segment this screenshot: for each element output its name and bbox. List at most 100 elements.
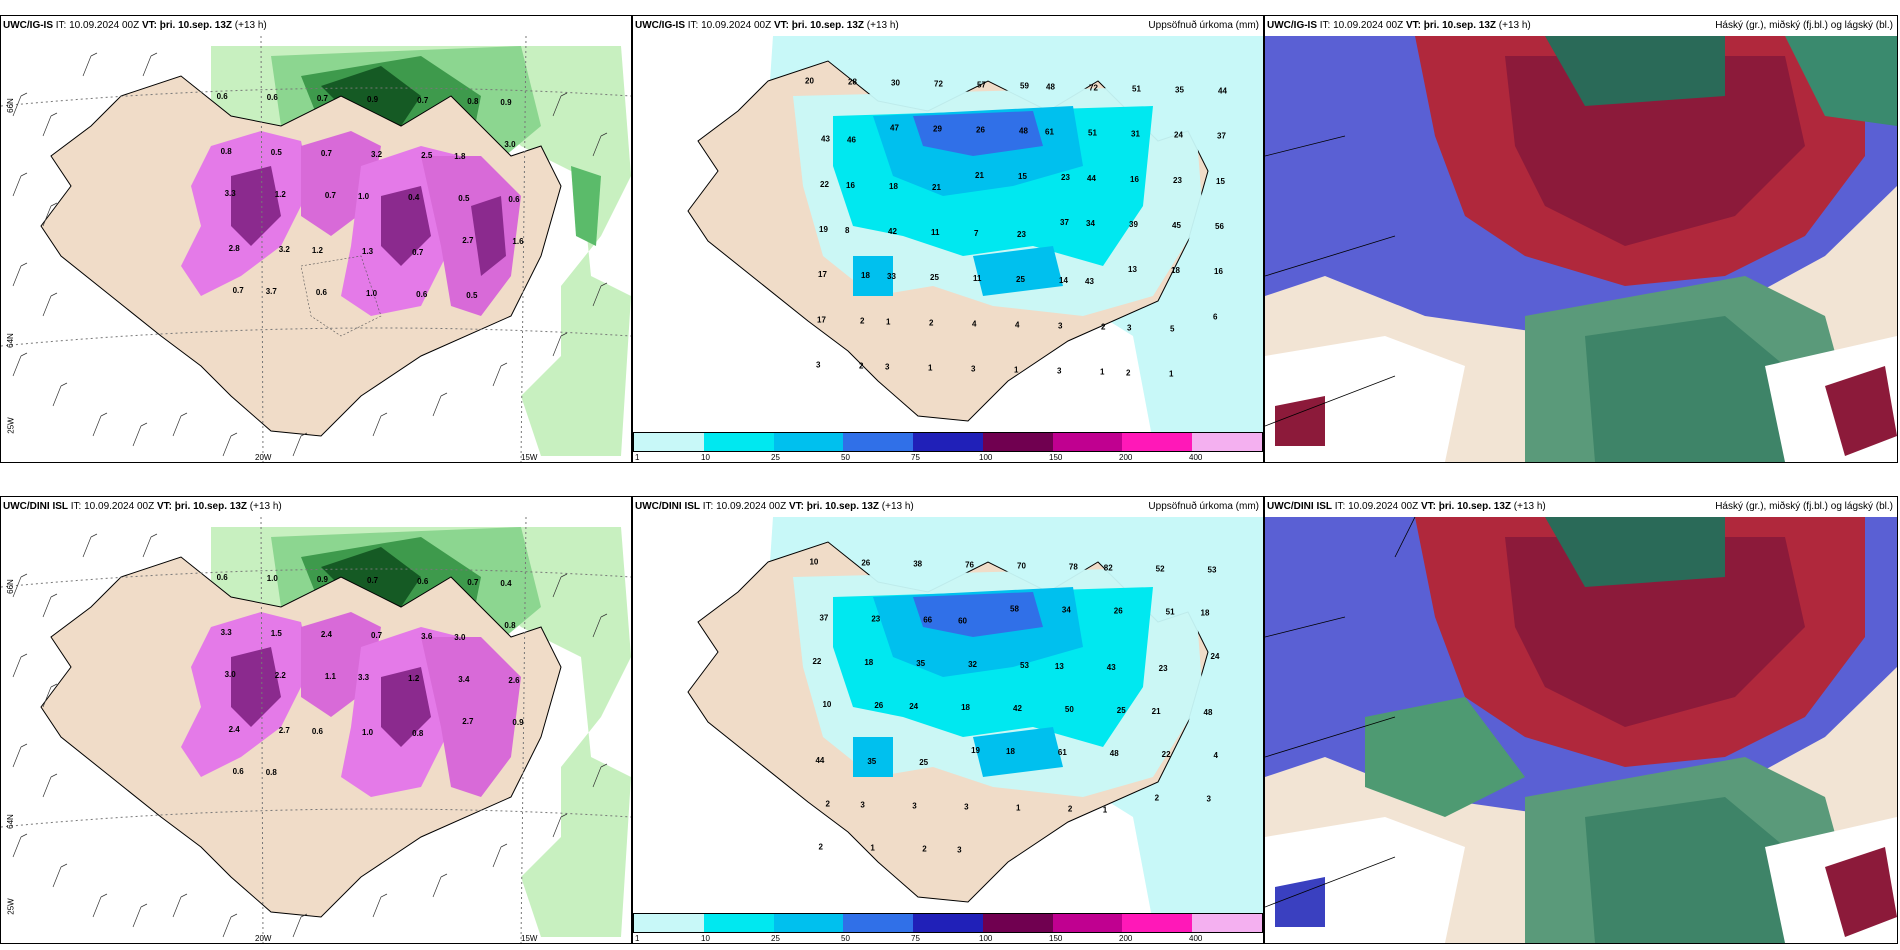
map-value-label: 0.7 <box>317 94 329 103</box>
cloud-map <box>1265 517 1897 943</box>
map-value-label: 0.8 <box>221 147 233 156</box>
map-value-label: 59 <box>1020 82 1029 91</box>
colorbar <box>633 432 1263 452</box>
colorbar-bin <box>1122 914 1193 932</box>
map-value-label: 44 <box>1218 87 1227 96</box>
lat-label: 64N <box>5 333 15 348</box>
map-value-label: 24 <box>1174 131 1183 140</box>
map-value-label: 11 <box>973 274 982 283</box>
map-value-label: 43 <box>1107 663 1116 672</box>
map-value-label: 31 <box>1131 130 1140 139</box>
map-value-label: 7 <box>974 229 979 238</box>
map-value-label: 0.6 <box>217 92 229 101</box>
map-value-label: 53 <box>1208 566 1217 575</box>
map-value-label: 23 <box>1017 230 1026 239</box>
map-value-label: 1.0 <box>362 728 374 737</box>
map-value-label: 48 <box>1204 708 1213 717</box>
colorbar-tick: 100 <box>979 453 993 462</box>
lon-label: 20W <box>255 934 272 943</box>
map-value-label: 56 <box>1215 222 1224 231</box>
map-value-label: 2.4 <box>321 630 333 639</box>
map-value-label: 35 <box>867 757 876 766</box>
map-value-label: 32 <box>968 660 977 669</box>
map-value-label: 70 <box>1017 562 1026 571</box>
colorbar-bin <box>1192 914 1263 932</box>
map-value-label: 1 <box>1169 369 1174 378</box>
panel-snow-row2: UWC/DINI ISL IT: 10.09.2024 00Z VT: þri.… <box>0 496 632 944</box>
colorbar-bin <box>982 433 1053 451</box>
map-value-label: 0.5 <box>271 148 283 157</box>
map-value-label: 1.3 <box>362 247 374 256</box>
colorbar-bin <box>982 914 1053 932</box>
map-value-label: 2 <box>929 318 934 327</box>
map-value-label: 22 <box>812 657 821 666</box>
map-value-label: 8 <box>845 226 850 235</box>
map-value-label: 30 <box>891 79 900 88</box>
colorbar-bin <box>913 914 983 932</box>
map-value-label: 13 <box>1128 265 1137 274</box>
lon-label: 15W <box>521 934 538 943</box>
colorbar-tick: 25 <box>771 934 780 943</box>
panel-cloud-row2: UWC/DINI ISL IT: 10.09.2024 00Z VT: þri.… <box>1264 496 1898 944</box>
map-value-label: 0.7 <box>417 96 429 105</box>
map-value-label: 3.3 <box>358 673 370 682</box>
map-value-label: 0.9 <box>512 718 524 727</box>
map-value-label: 1.8 <box>454 152 466 161</box>
map-value-label: 51 <box>1088 129 1097 138</box>
colorbar-bin <box>1052 433 1123 451</box>
map-value-label: 21 <box>975 171 984 180</box>
map-value-label: 44 <box>815 756 824 765</box>
map-value-label: 3.0 <box>454 633 466 642</box>
colorbar-tick: 150 <box>1049 934 1063 943</box>
map-value-label: 15 <box>1216 177 1225 186</box>
colorbar-tick: 75 <box>911 453 920 462</box>
panel-subtitle: Uppsöfnuð úrkoma (mm) <box>1148 501 1259 512</box>
map-value-label: 25 <box>1117 706 1126 715</box>
lat-label: 64N <box>5 814 15 829</box>
map-value-label: 45 <box>1172 221 1181 230</box>
colorbar-tick: 25 <box>771 453 780 462</box>
map-value-label: 25 <box>930 273 939 282</box>
colorbar <box>633 913 1263 933</box>
map-value-label: 2.7 <box>462 717 474 726</box>
map-value-label: 6 <box>1213 312 1218 321</box>
map-value-label: 2.2 <box>275 671 287 680</box>
map-value-label: 2 <box>825 799 830 808</box>
map-value-label: 61 <box>1058 748 1067 757</box>
map-value-label: 18 <box>961 703 970 712</box>
map-value-label: 0.5 <box>458 194 470 203</box>
map-value-label: 44 <box>1087 174 1096 183</box>
colorbar-bin <box>773 914 844 932</box>
map-value-label: 23 <box>1159 664 1168 673</box>
map-value-label: 2.8 <box>229 244 241 253</box>
map-value-label: 51 <box>1132 85 1141 94</box>
map-value-label: 3 <box>885 362 890 371</box>
colorbar-bin <box>703 433 774 451</box>
map-value-label: 10 <box>809 558 818 567</box>
map-value-label: 26 <box>976 126 985 135</box>
map-value-label: 0.7 <box>321 149 333 158</box>
map-value-label: 1.0 <box>366 289 378 298</box>
map-value-label: 23 <box>1173 176 1182 185</box>
panel-title: UWC/DINI ISL IT: 10.09.2024 00Z VT: þri.… <box>3 501 282 512</box>
map-value-label: 2 <box>1068 804 1073 813</box>
map-value-label: 57 <box>977 81 986 90</box>
panel-snow-row1: UWC/IG-IS IT: 10.09.2024 00Z VT: þri. 10… <box>0 15 632 463</box>
map-value-label: 35 <box>1175 86 1184 95</box>
map-value-label: 48 <box>1110 749 1119 758</box>
map-value-label: 18 <box>1006 747 1015 756</box>
map-value-label: 52 <box>1156 565 1165 574</box>
map-value-label: 1.0 <box>358 192 370 201</box>
map-value-label: 42 <box>888 227 897 236</box>
map-value-label: 0.7 <box>367 576 379 585</box>
colorbar-bin <box>773 433 844 451</box>
lon-label: 20W <box>255 453 272 462</box>
map-value-label: 1.6 <box>512 237 524 246</box>
colorbar-tick: 10 <box>701 934 710 943</box>
map-value-label: 22 <box>820 180 829 189</box>
map-value-label: 16 <box>1214 267 1223 276</box>
map-value-label: 0.7 <box>467 578 479 587</box>
map-value-label: 0.7 <box>412 248 424 257</box>
